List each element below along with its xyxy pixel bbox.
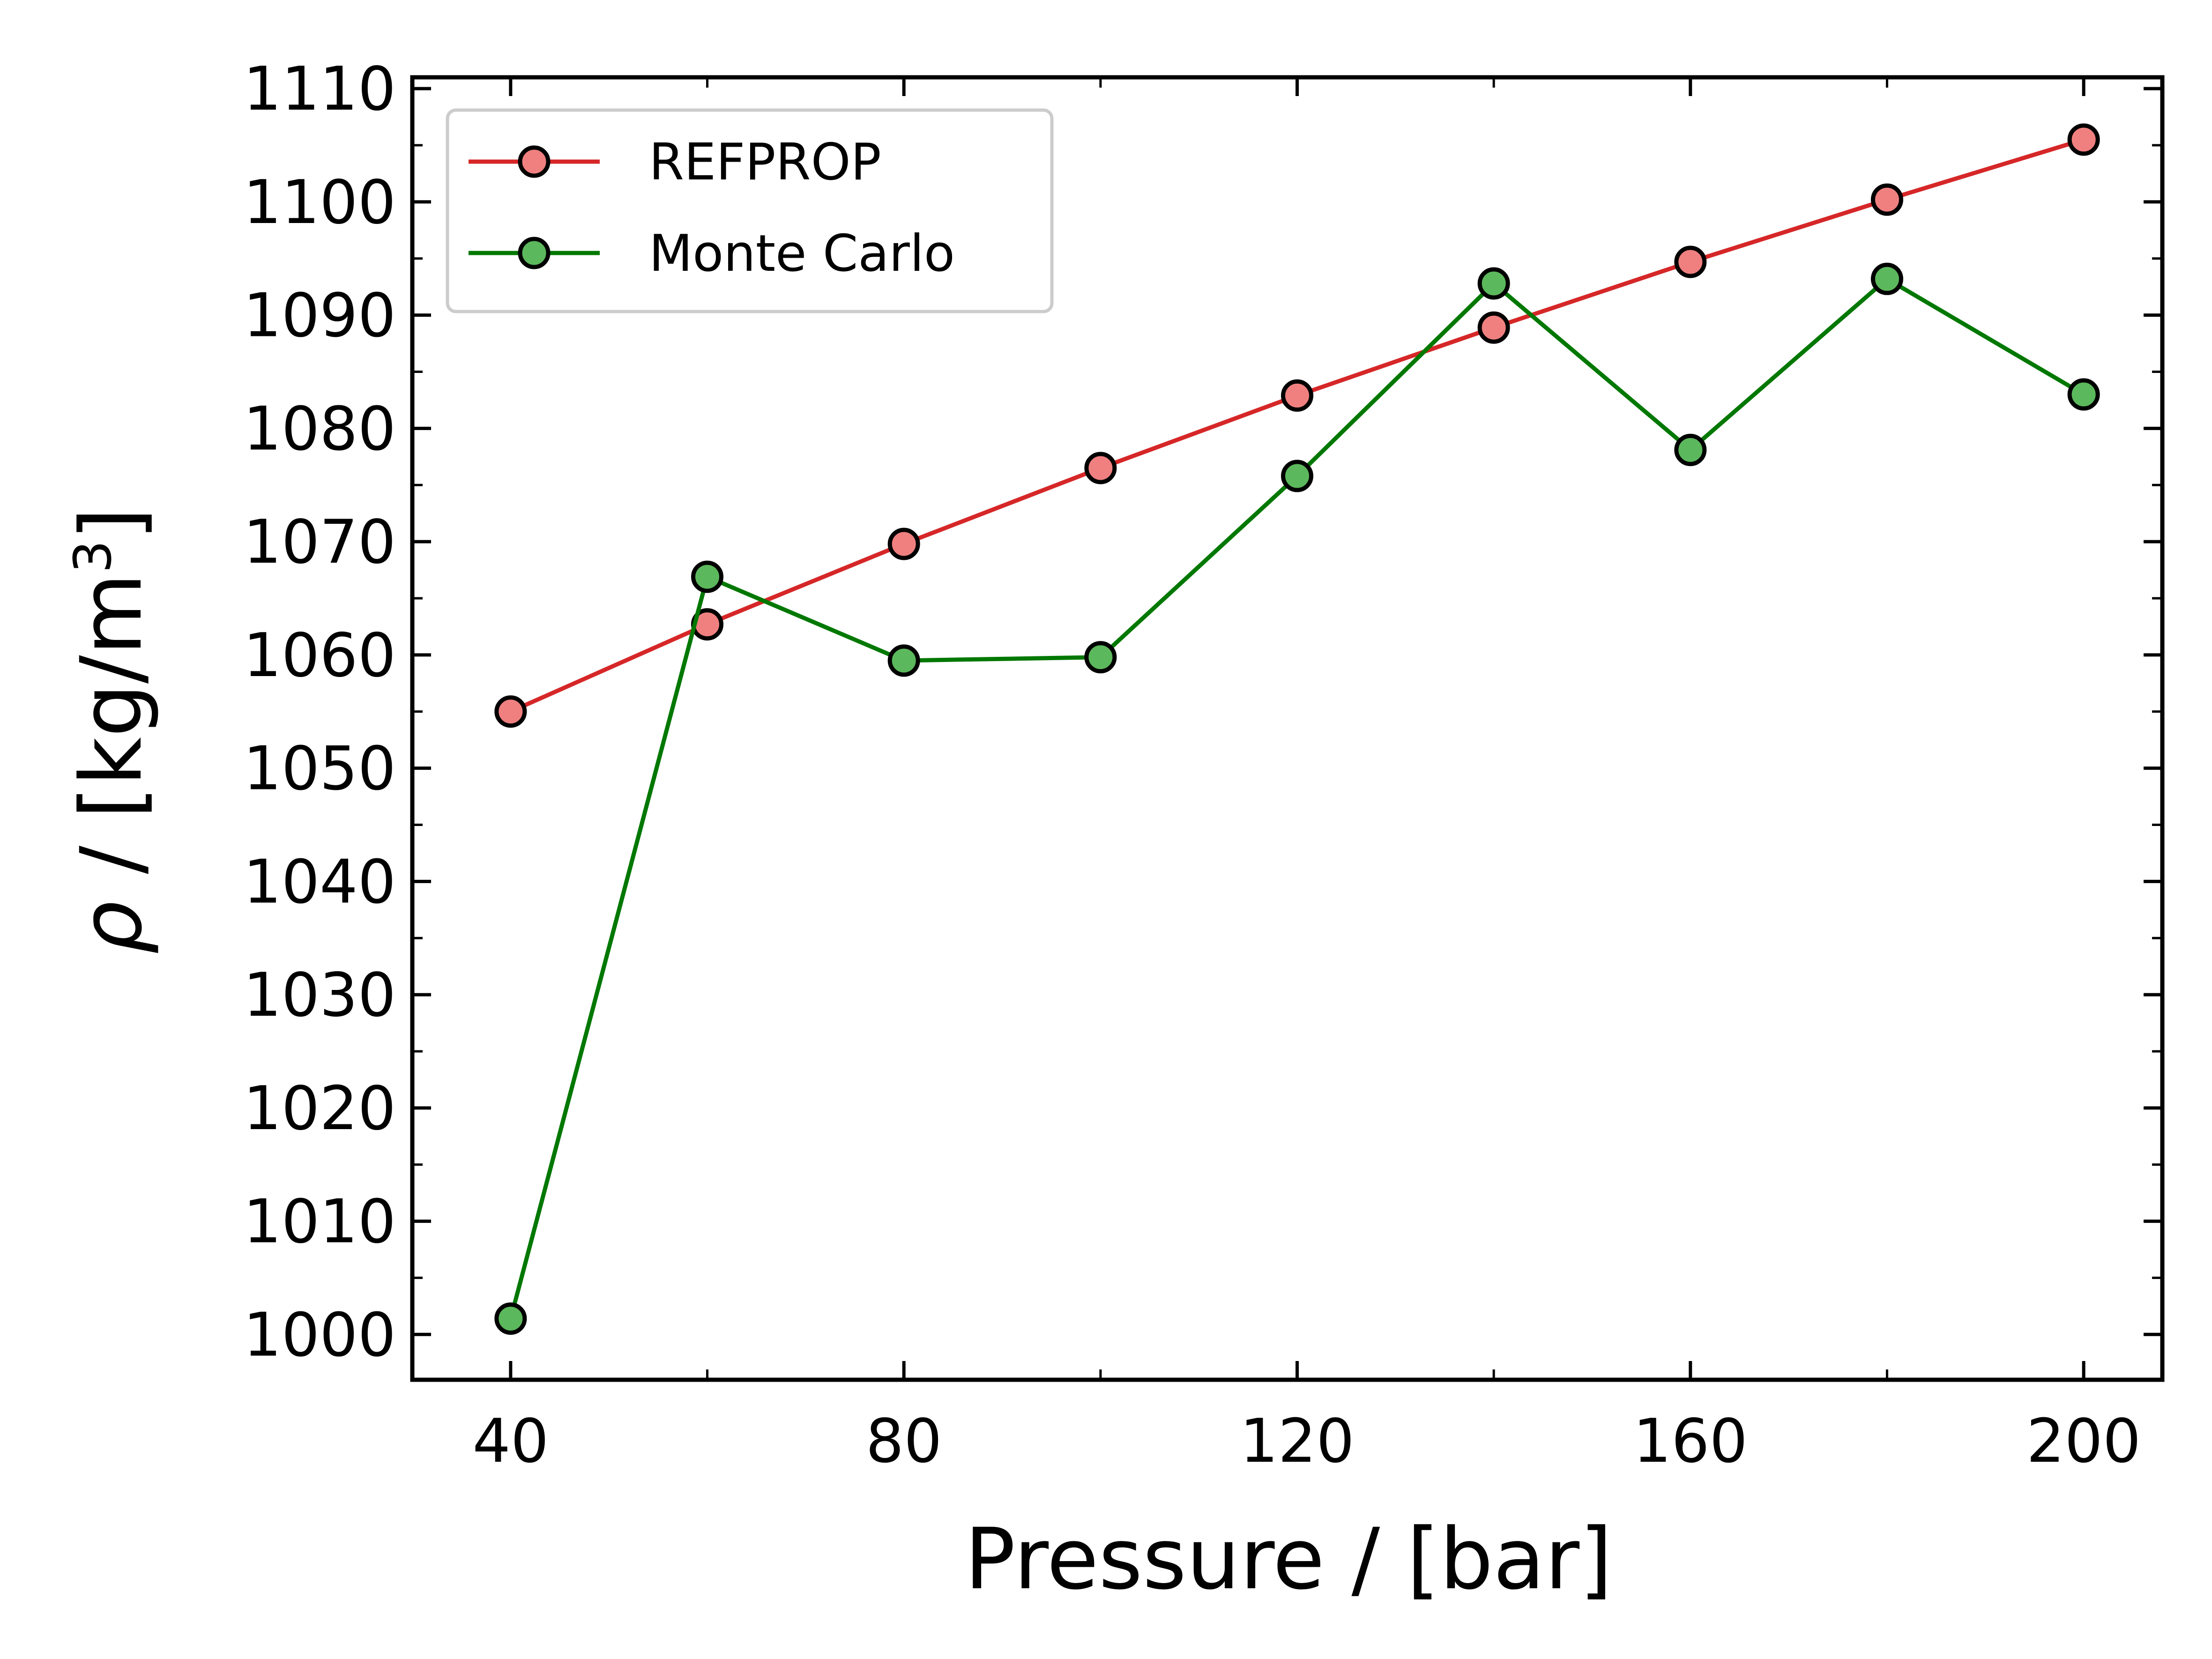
data-point-refprop — [1870, 183, 1903, 216]
data-point-refprop — [1084, 452, 1117, 484]
y-axis-title-superscript: 3 — [63, 540, 123, 573]
data-point-refprop — [494, 695, 527, 728]
plot-frame — [410, 75, 2165, 1382]
legend: REFPROP Monte Carlo — [446, 108, 1054, 313]
data-point-monte-carlo — [1281, 460, 1313, 492]
y-axis-title: ρ / [kg/m3] — [63, 507, 161, 954]
x-tick-label: 200 — [2026, 1406, 2141, 1476]
x-tick-label: 80 — [866, 1406, 942, 1476]
legend-entries: REFPROP Monte Carlo — [469, 133, 955, 283]
data-point-monte-carlo — [887, 644, 920, 677]
x-axis-title: Pressure / [bar] — [965, 1510, 1613, 1608]
data-point-monte-carlo — [691, 560, 723, 593]
legend-marker-monte-carlo — [518, 237, 551, 269]
data-point-monte-carlo — [1084, 641, 1117, 674]
y-tick-label: 1070 — [243, 507, 396, 577]
y-tick-label: 1040 — [243, 847, 396, 917]
y-tick-label: 1100 — [243, 168, 396, 238]
data-point-refprop — [2067, 123, 2100, 156]
axis-tick-labels: 40 80 120 160 200 1000 1010 1020 1030 1040 1050 106… — [243, 54, 2141, 1476]
x-tick-label: 120 — [1240, 1406, 1354, 1476]
y-tick-label: 1020 — [243, 1074, 396, 1144]
legend-marker-refprop — [518, 145, 551, 178]
y-tick-label: 1110 — [243, 54, 396, 124]
y-axis-title-symbol: ρ — [63, 901, 161, 954]
data-point-monte-carlo — [1477, 267, 1510, 300]
y-tick-label: 1030 — [243, 960, 396, 1030]
data-point-refprop — [1674, 246, 1707, 278]
plot-series — [494, 123, 2100, 1335]
x-tick-label: 160 — [1633, 1406, 1748, 1476]
data-point-refprop — [1477, 311, 1510, 344]
y-tick-label: 1060 — [243, 621, 396, 691]
x-tick-label: 40 — [472, 1406, 549, 1476]
data-point-monte-carlo — [2067, 378, 2100, 411]
data-point-refprop — [1281, 379, 1313, 412]
legend-label-monte-carlo: Monte Carlo — [649, 224, 955, 283]
data-point-monte-carlo — [1674, 433, 1707, 466]
y-tick-label: 1090 — [243, 281, 396, 351]
y-tick-label: 1080 — [243, 394, 396, 464]
legend-label-refprop: REFPROP — [649, 133, 881, 192]
y-tick-label: 1000 — [243, 1300, 396, 1370]
y-axis-title-unit: / [kg/m — [63, 573, 161, 901]
y-tick-label: 1010 — [243, 1187, 396, 1257]
data-point-refprop — [887, 528, 920, 560]
data-point-monte-carlo — [1870, 262, 1903, 295]
data-point-monte-carlo — [494, 1302, 527, 1335]
y-axis-title-close: ] — [63, 507, 161, 540]
y-tick-label: 1050 — [243, 734, 396, 804]
